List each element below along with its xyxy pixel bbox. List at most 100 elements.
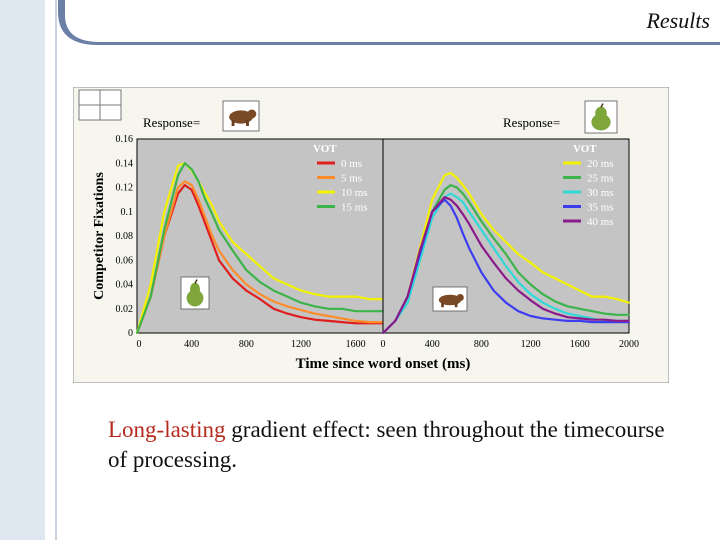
panel-2-series-4-point xyxy=(449,204,452,207)
panel-2-series-5-point xyxy=(529,299,532,302)
panel-1-series-2-point xyxy=(245,283,248,286)
panel-2-series-5-point xyxy=(578,317,581,320)
panel-1-inset-pear-icon-bottom xyxy=(186,289,204,307)
panel-1-y-axis-label: Competitor Fixations xyxy=(92,172,107,300)
panel-2-series-3-point xyxy=(505,265,507,268)
panel-2-series-2-point xyxy=(628,313,630,316)
panel-2-series-5-point xyxy=(603,318,606,321)
panel-1-series-3-point xyxy=(313,293,316,296)
panel-1-series-2-point xyxy=(211,235,214,237)
panel-1-series-3-point xyxy=(354,295,357,298)
panel-2-series-4-point xyxy=(603,321,606,323)
panel-1-response-bear-icon-head xyxy=(247,109,257,119)
panel-1-series-3-point xyxy=(218,220,220,223)
panel-2-series-3-point xyxy=(480,229,483,231)
panel-2-response-pear-icon-stem xyxy=(600,103,604,108)
panel-2-x-tick-4: 1200 xyxy=(521,339,541,350)
panel-2-inset-bear-icon-leg-1 xyxy=(441,302,444,308)
competitor-fixations-chart: Response= VOT 0 ms 5 ms 10 ms 15 ms 0 400 800 120… xyxy=(73,87,669,383)
panel-2-legend-label-4: 35 ms xyxy=(587,202,614,214)
panel-1-series-4-point xyxy=(204,198,207,201)
panel-2-series-3-point xyxy=(517,281,520,283)
panel-2-legend-title: VOT xyxy=(573,143,597,155)
panel-1-response-bear-icon-leg-1 xyxy=(231,120,235,126)
panel-2-series-4-point xyxy=(591,321,593,323)
panel-2-series-2-point xyxy=(615,313,618,316)
panel-2-series-1-point xyxy=(505,241,507,244)
panel-1-series-2-point xyxy=(368,321,371,323)
panel-1-inset-pear-icon-top xyxy=(189,282,201,296)
panel-2-response-label: Response= xyxy=(503,115,560,130)
panel-1-series-1-point xyxy=(204,223,207,225)
panel-2-series-1-point xyxy=(566,283,569,286)
panel-2-series-5-point xyxy=(566,316,569,319)
panel-2-series-3-point xyxy=(468,210,470,213)
panel-1-series-3-point xyxy=(327,295,330,298)
panel-2-response-pear-icon xyxy=(584,100,618,134)
panel-2-series-1-point xyxy=(628,301,630,304)
panel-1-series-4-point xyxy=(368,310,371,313)
panel-1-series-4-point xyxy=(341,307,343,310)
panel-2-series-2-point xyxy=(480,220,483,223)
panel-1-series-1-point xyxy=(286,312,289,315)
panel-1-x-tick-3: 800 xyxy=(239,339,254,350)
panel-2-series-1-point xyxy=(591,295,593,298)
panel-1-inset-pear-icon xyxy=(180,276,210,310)
panel-1-series-2-point xyxy=(300,309,302,311)
panel-1-series-1-point xyxy=(190,189,193,191)
panel-1-series-3-point xyxy=(177,164,179,167)
panel-2-series-2-point xyxy=(443,189,446,191)
panel-1-series-2-point xyxy=(197,198,200,201)
panel-1-y-tick-3: 0.04 xyxy=(116,280,134,291)
panel-2-series-2-point xyxy=(468,201,470,203)
panel-2-series-4-point xyxy=(462,232,464,235)
panel-2-legend-label-2: 25 ms xyxy=(587,173,614,185)
panel-2-series-2-point xyxy=(566,305,569,308)
panel-2-series-2-point xyxy=(455,186,458,189)
panel-2-series-5-point xyxy=(443,196,446,199)
panel-2-series-4-point xyxy=(517,310,520,313)
panel-1-series-3-point xyxy=(300,289,302,292)
panel-1-legend-label-1: 0 ms xyxy=(341,158,362,170)
panel-2-series-4-point xyxy=(542,317,544,320)
panel-1-series-line-2 xyxy=(135,180,383,334)
panel-1-series-4-point xyxy=(211,213,214,216)
panel-1-series-3-point xyxy=(341,295,343,298)
panel-1-series-1-point xyxy=(231,277,234,280)
panel-2-series-2-point xyxy=(554,300,557,303)
panel-2-series-1-point xyxy=(492,229,495,231)
panel-2-series-2-point xyxy=(603,312,606,315)
panel-2-series-1-point xyxy=(431,198,434,201)
panel-2-series-3-point xyxy=(542,301,544,304)
panel-1-series-2-point xyxy=(177,186,179,189)
panel-2-series-4-point xyxy=(480,271,483,274)
panel-2-series-1-point xyxy=(443,174,446,177)
panel-1-series-4-point xyxy=(197,180,200,183)
panel-2-series-2-point xyxy=(529,283,532,286)
panel-1-series-1-point xyxy=(197,204,200,207)
panel-2-series-1-point xyxy=(455,176,458,179)
panel-2-series-5-point xyxy=(542,307,544,310)
panel-1-series-4-point xyxy=(286,295,289,298)
panel-1-series-2-point xyxy=(218,249,220,252)
panel-1-y-tick-2: 0.02 xyxy=(116,304,134,315)
panel-2-series-2-point xyxy=(492,237,495,240)
panel-1-series-line-3 xyxy=(135,162,383,334)
panel-1-series-1-point xyxy=(341,321,343,323)
panel-1-series-1-point xyxy=(354,322,357,325)
panel-1-series-1-point xyxy=(313,318,316,321)
panel-2-series-3-point xyxy=(578,315,581,317)
panel-1-series-2-point xyxy=(231,269,234,271)
panel-2-series-5-point xyxy=(505,277,507,280)
panel-1-y-tick-7: 0.12 xyxy=(116,183,134,194)
panel-1-series-4-point xyxy=(183,162,186,165)
panel-2-series-3-point xyxy=(406,301,409,304)
panel-1-series-3-point xyxy=(211,204,214,207)
panel-2-series-3-point xyxy=(462,201,464,203)
panel-1-series-2-point xyxy=(204,216,207,219)
panel-1-series-1-point xyxy=(177,192,179,195)
panel-2-series-5-point xyxy=(419,249,421,252)
panel-2-response-pear-icon-bottom xyxy=(591,113,611,131)
panel-2-inset-bear-icon-leg-2 xyxy=(454,302,458,308)
panel-2-series-1-point xyxy=(554,277,557,280)
